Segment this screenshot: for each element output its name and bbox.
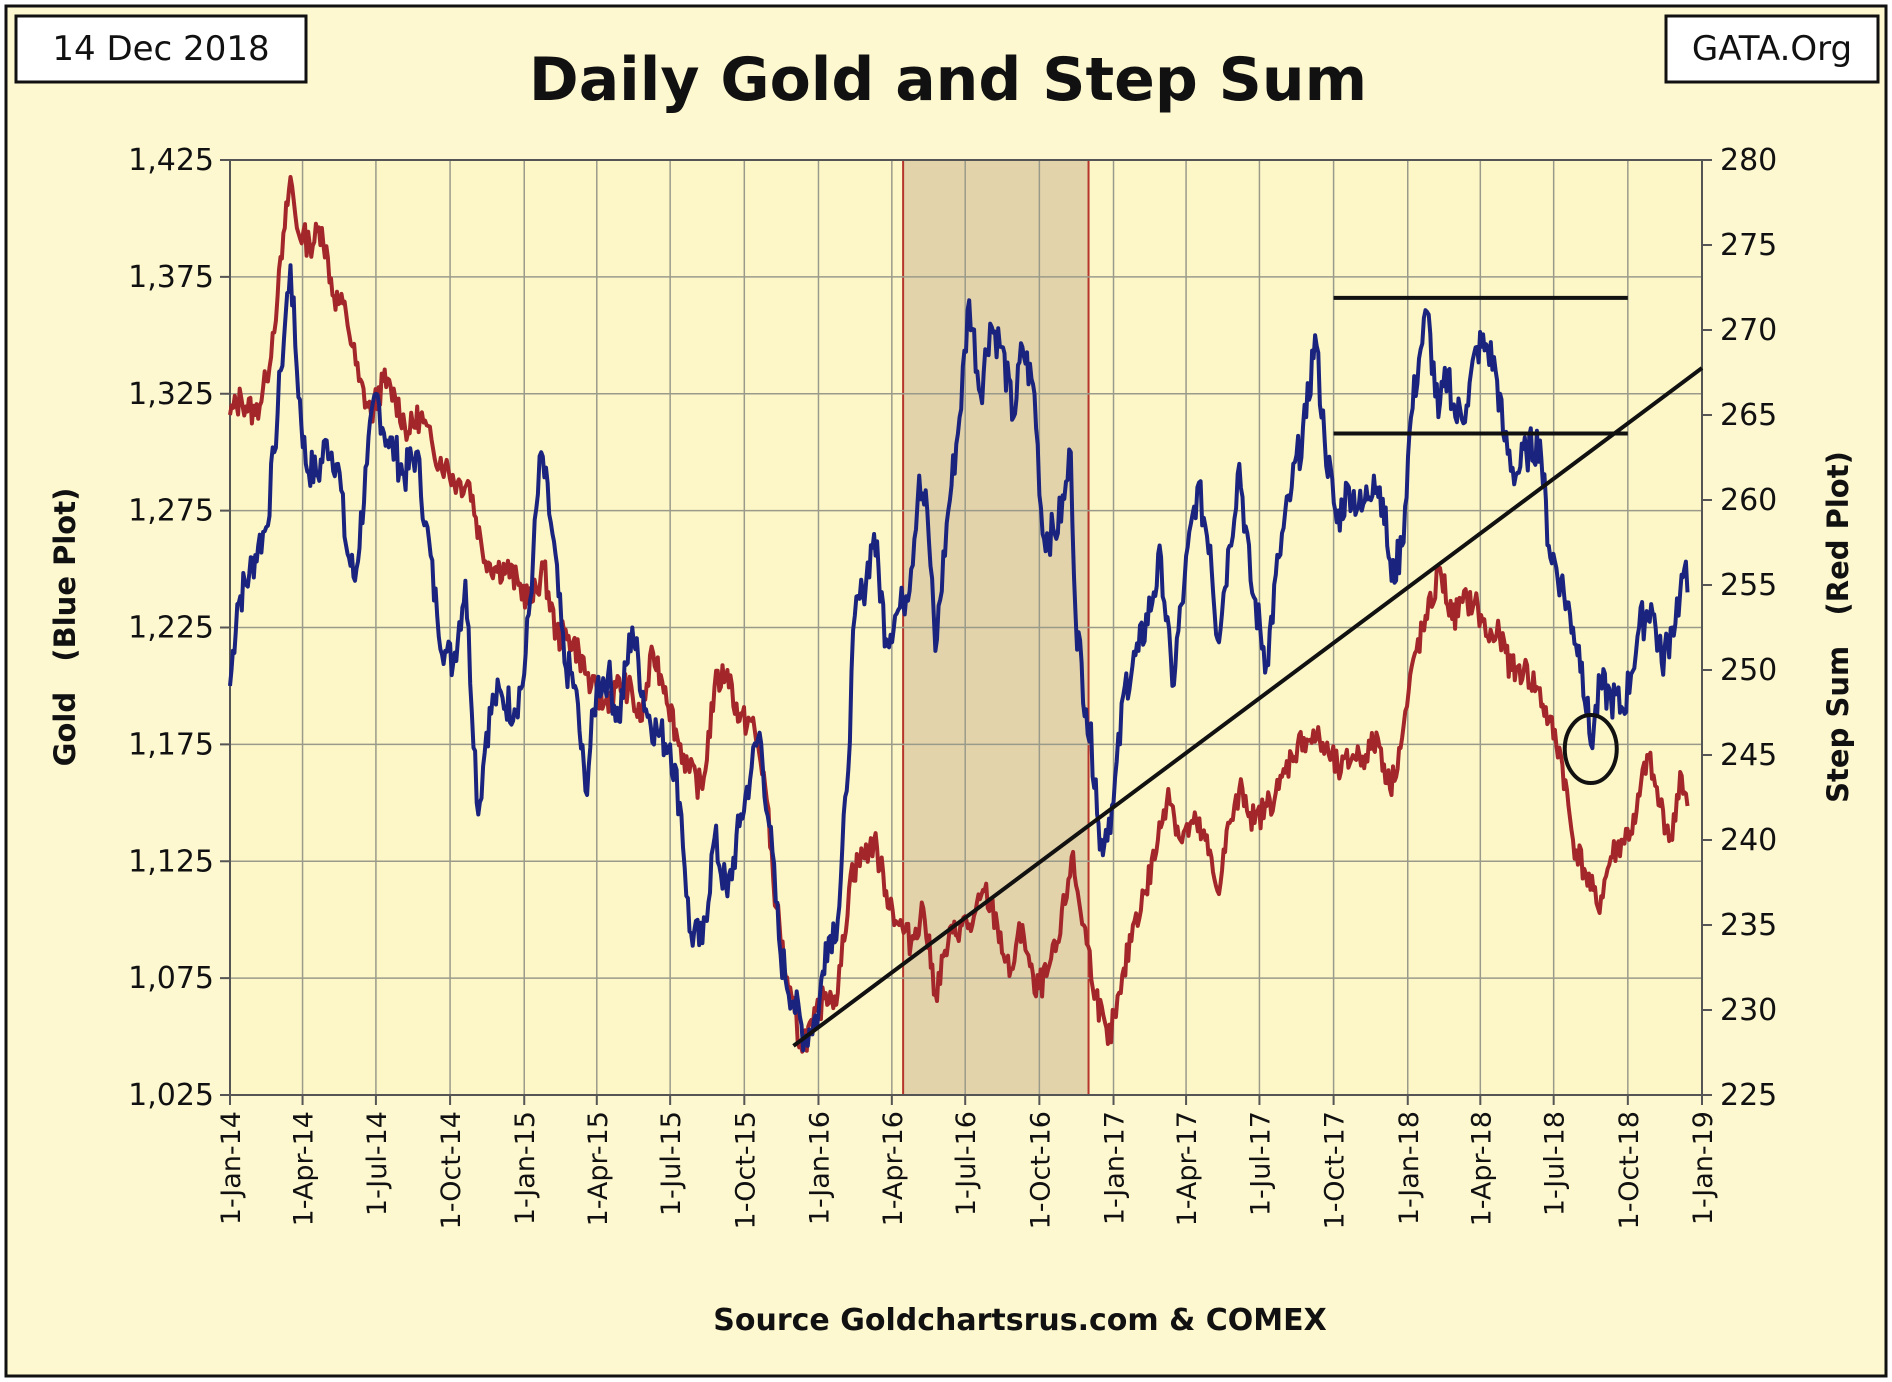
step-sum-series-line xyxy=(228,175,1690,1054)
y-right-tick-label: 245 xyxy=(1720,738,1777,773)
x-axis-ticks: 1-Jan-14 1-Apr-14 1-Jul-14 1-Oct-14 1-Jan-15… xyxy=(216,1095,1719,1229)
site-box: GATA.Org xyxy=(1664,14,1880,84)
source-label: Source Goldchartsrus.com & COMEX xyxy=(713,1303,1326,1338)
x-tick-label: 1-Oct-16 xyxy=(1025,1111,1056,1229)
y-left-tick-label: 1,425 xyxy=(128,143,214,178)
y-axis-right-ticks: 225 230 235 240 245 250 255 260 265 270 275 280 xyxy=(1702,143,1777,1113)
series-layer xyxy=(228,175,1690,1054)
x-tick-label: 1-Jan-16 xyxy=(804,1111,835,1225)
x-tick-label: 1-Jul-15 xyxy=(656,1111,687,1216)
y-right-tick-label: 260 xyxy=(1720,483,1777,518)
y-right-tick-label: 240 xyxy=(1720,823,1777,858)
x-tick-label: 1-Jan-15 xyxy=(510,1111,541,1225)
y-right-tick-label: 270 xyxy=(1720,313,1777,348)
x-tick-label: 1-Apr-17 xyxy=(1172,1111,1203,1226)
y-right-tick-label: 275 xyxy=(1720,228,1777,263)
y-right-tick-label: 250 xyxy=(1720,653,1777,688)
x-tick-label: 1-Jul-18 xyxy=(1540,1111,1571,1216)
date-box: 14 Dec 2018 xyxy=(14,14,308,84)
x-tick-label: 1-Apr-14 xyxy=(289,1111,320,1226)
x-tick-label: 1-Jan-18 xyxy=(1394,1111,1425,1225)
y-left-tick-label: 1,275 xyxy=(128,494,214,529)
y-left-tick-label: 1,125 xyxy=(128,844,214,879)
y-left-tick-label: 1,325 xyxy=(128,377,214,412)
x-tick-label: 1-Oct-14 xyxy=(436,1111,467,1229)
date-label: 14 Dec 2018 xyxy=(52,29,269,69)
site-box-border xyxy=(1664,14,1880,84)
gold-series-line xyxy=(228,263,1690,1053)
y-right-tick-label: 280 xyxy=(1720,143,1777,178)
x-tick-label: 1-Jul-14 xyxy=(362,1111,393,1216)
y-axis-left-ticks: 1,025 1,075 1,125 1,175 1,225 1,275 1,325 1,375… xyxy=(128,143,230,1113)
x-tick-label: 1-Apr-18 xyxy=(1466,1111,1497,1226)
y-axis-left-title: Gold (Blue Plot) xyxy=(48,488,82,767)
x-tick-label: 1-Oct-15 xyxy=(730,1111,761,1229)
y-left-tick-label: 1,175 xyxy=(128,727,214,762)
y-right-tick-label: 255 xyxy=(1720,568,1777,603)
y-right-tick-label: 230 xyxy=(1720,993,1777,1028)
x-tick-label: 1-Jan-17 xyxy=(1100,1111,1131,1225)
trend-line xyxy=(792,366,1704,1048)
y-left-tick-label: 1,075 xyxy=(128,961,214,996)
x-tick-label: 1-Apr-15 xyxy=(583,1111,614,1226)
date-box-border xyxy=(14,14,308,84)
x-tick-label: 1-Jan-19 xyxy=(1688,1111,1719,1225)
y-right-tick-label: 235 xyxy=(1720,908,1777,943)
site-label: GATA.Org xyxy=(1692,29,1852,69)
y-axis-right-title: Step Sum (Red Plot) xyxy=(1821,451,1855,803)
x-tick-label: 1-Jul-17 xyxy=(1245,1111,1276,1216)
annotations xyxy=(792,295,1704,1048)
y-left-tick-label: 1,025 xyxy=(128,1078,214,1113)
y-right-tick-label: 225 xyxy=(1720,1078,1777,1113)
y-left-tick-label: 1,375 xyxy=(128,260,214,295)
x-tick-label: 1-Jul-16 xyxy=(951,1111,982,1216)
y-left-tick-label: 1,225 xyxy=(128,611,214,646)
x-tick-label: 1-Jan-14 xyxy=(216,1111,247,1225)
x-tick-label: 1-Apr-16 xyxy=(878,1111,909,1226)
x-tick-label: 1-Oct-17 xyxy=(1320,1111,1351,1229)
y-right-tick-label: 265 xyxy=(1720,398,1777,433)
x-tick-label: 1-Oct-18 xyxy=(1614,1111,1645,1229)
chart-title: Daily Gold and Step Sum xyxy=(529,45,1367,115)
low-circle-marker xyxy=(1562,713,1619,786)
